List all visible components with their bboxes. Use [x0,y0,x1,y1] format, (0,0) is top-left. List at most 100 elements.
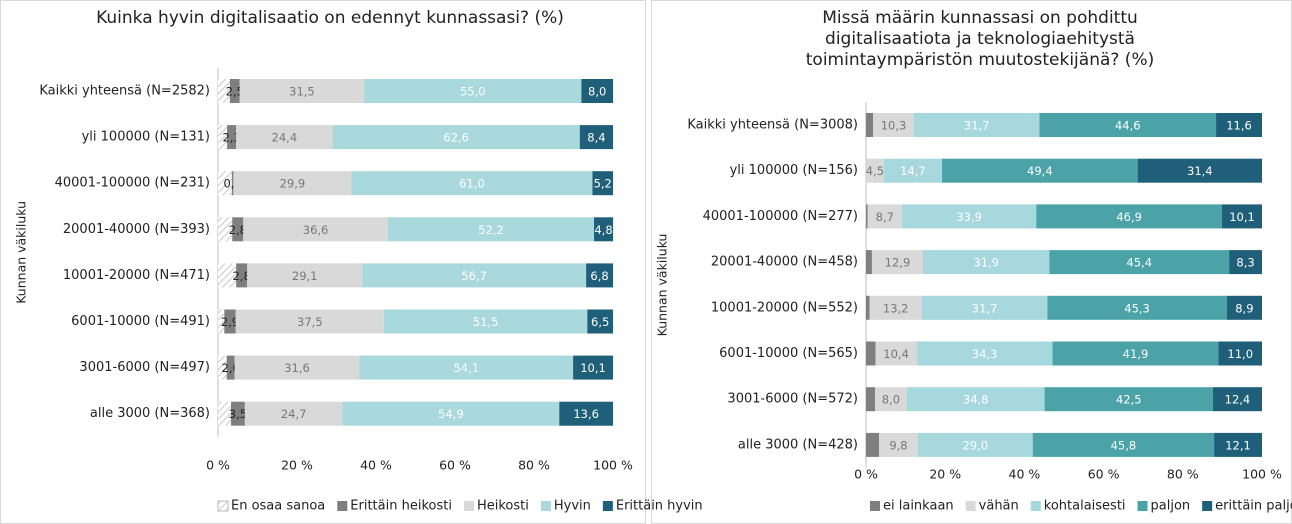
bar-segment [1047,295,1227,320]
bar-segment [1052,341,1219,366]
y-tick-label: 10001-20000 (N=471) [63,268,210,283]
bar-segment [586,263,613,288]
data-label: 14,7 [900,164,926,178]
data-label: 37,5 [297,315,323,329]
bar-segment [218,171,232,196]
legend-label: kohtalaisesti [1044,499,1126,514]
y-tick-label: 6001-10000 (N=491) [71,314,210,329]
bar-segment [218,401,232,426]
legend-swatch [463,501,474,511]
bar-segment [866,387,876,412]
x-tick-label: 0 % [206,458,230,473]
bar-segment [875,387,907,412]
bar-segment [921,295,1048,320]
data-label: 31,6 [284,361,310,375]
legend-swatch [1030,501,1041,511]
legend-label: ei lainkaan [883,499,954,514]
data-label: 12,4 [1225,393,1251,407]
bar-segment [587,309,613,334]
data-label: 6,5 [591,315,609,329]
data-label: 8,7 [876,210,894,224]
bar-segment [875,341,917,366]
x-tick-label: 80 % [518,458,550,473]
bar-segment [235,309,384,334]
data-label: 31,4 [1187,164,1213,178]
data-label: 29,0 [962,438,988,452]
bar-segment [913,113,1040,137]
x-tick-label: 20 % [929,467,961,482]
bar-segment [1214,432,1262,457]
y-tick-label: Kaikki yhteensä (N=3008) [687,118,858,133]
bar-segment [243,217,388,242]
bar-segment [866,250,872,275]
bar-segment [1032,432,1215,457]
bar-segment [362,263,587,288]
data-label: 12,1 [1225,438,1251,452]
x-tick-label: 0 % [854,467,878,482]
x-tick-label: 40 % [360,458,392,473]
legend-swatch [1137,501,1148,511]
data-label: 10,3 [881,119,907,133]
data-label: 8,3 [1236,256,1254,270]
bar-segment [1216,113,1262,137]
x-tick-label: 100 % [593,458,633,473]
data-label: 9,8 [889,438,907,452]
bar-segment [579,125,613,150]
bar-segment [1218,341,1262,366]
panel-border [0,0,646,524]
legend-swatch [1202,501,1213,511]
data-label: 61,0 [459,177,485,191]
bar-segment [871,250,924,275]
legend-swatch [540,501,551,511]
data-label: 49,4 [1027,164,1053,178]
data-label: 31,5 [289,85,315,99]
bar-segment [592,171,613,196]
data-label: 8,0 [882,393,900,407]
bar-segment [942,158,1138,183]
bar-segment [867,204,903,229]
bar-segment [1226,295,1262,320]
data-label: 52,2 [478,223,504,237]
y-tick-label: yli 100000 (N=131) [82,130,210,145]
data-label: 4,8 [594,223,612,237]
bar-segment [1039,113,1217,137]
data-label: 10,1 [580,361,606,375]
data-label: 24,7 [281,407,307,421]
y-tick-label: 3001-6000 (N=497) [79,360,210,375]
y-tick-label: alle 3000 (N=428) [738,437,858,452]
y-tick-label: 40001-100000 (N=277) [703,209,858,224]
data-label: 10,4 [883,347,909,361]
bar-segment [873,113,914,137]
data-label: 29,9 [280,177,306,191]
legend-label: Erittäin hyvin [616,499,703,514]
bar-segment [218,355,227,380]
bar-segment [231,171,234,196]
bar-segment [236,263,248,288]
chart-title: Missä määrin kunnassasi on pohdittu digi… [805,8,1155,70]
bar-segment [218,125,228,150]
bar-segment [1036,204,1223,229]
x-tick-label: 60 % [439,458,471,473]
bar-segment [573,355,613,380]
bar-segment [883,158,943,183]
data-label: 42,5 [1116,393,1142,407]
data-label: 41,9 [1123,347,1149,361]
legend-label: Hyvin [554,499,591,514]
data-label: 31,7 [964,119,990,133]
bar-segment [224,309,236,334]
legend-label: Erittäin heikosti [350,499,452,514]
bar-segment [906,387,1045,412]
bar-segment [387,217,595,242]
data-label: 12,9 [885,256,911,270]
y-tick-label: 20001-40000 (N=393) [63,222,210,237]
data-label: 2,5 [226,85,244,99]
data-label: 36,6 [303,223,329,237]
legend-swatch [870,501,880,511]
data-label: 2,8 [233,269,251,283]
bar-segment [342,401,560,426]
bar-segment [879,432,918,457]
data-label: 62,6 [443,131,469,145]
data-label: 10,1 [1229,210,1255,224]
data-label: 34,8 [963,393,989,407]
x-tick-label: 20 % [281,458,313,473]
